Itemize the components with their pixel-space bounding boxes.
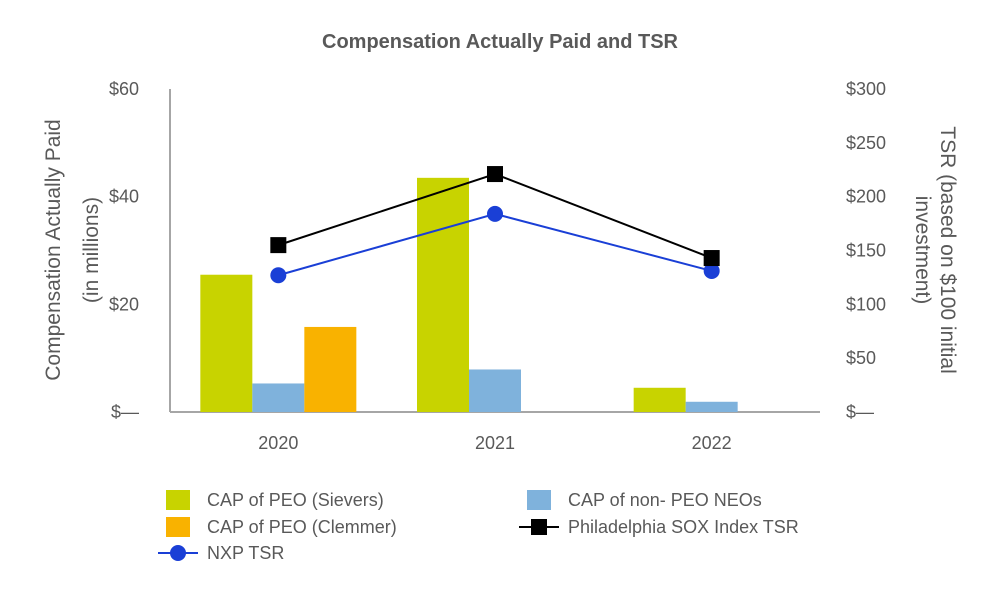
y2-tick-label: $100: [846, 294, 886, 314]
bar-cap-of-peo-clemmer--2020: [304, 326, 357, 412]
bar-cap-of-non-peo-neos-2022: [685, 401, 738, 412]
bar-cap-of-non-peo-neos-2020: [252, 383, 305, 412]
legend-swatch-cap-of-peo-clemmer-: [166, 517, 190, 537]
x-tick-labels: 2020 2021 2022: [258, 433, 731, 453]
y-tick-labels: $— $20 $40 $60: [109, 79, 139, 422]
point-nxp-tsr-2020: [270, 267, 287, 284]
legend-label-cap-of-peo-sievers-: CAP of PEO (Sievers): [207, 490, 384, 510]
legend-label-cap-of-peo-clemmer-: CAP of PEO (Clemmer): [207, 517, 397, 537]
x-tick-label-2020: 2020: [258, 433, 298, 453]
y2-axis-title: TSR (based on $100 initial investment): [911, 126, 959, 373]
legend-label-nxp-tsr: NXP TSR: [207, 543, 284, 563]
lines: [270, 166, 720, 284]
bar-cap-of-peo-sievers--2022: [633, 387, 686, 412]
legend-marker-nxp-tsr: [170, 545, 186, 561]
y-tick-label: $—: [111, 402, 139, 422]
y2-tick-label: $—: [846, 402, 874, 422]
point-nxp-tsr-2022: [703, 262, 720, 279]
y2-tick-label: $200: [846, 187, 886, 207]
point-philadelphia-sox-index-tsr-2020: [270, 237, 287, 254]
y-axis-title: Compensation Actually Paid (in millions): [42, 119, 103, 381]
legend-swatch-cap-of-non-peo-neos: [527, 490, 551, 510]
y2-tick-label: $50: [846, 348, 876, 368]
legend-label-philadelphia-sox-index-tsr: Philadelphia SOX Index TSR: [568, 517, 799, 537]
legend: CAP of PEO (Sievers) CAP of non- PEO NEOs…: [158, 490, 799, 563]
y-tick-label: $40: [109, 187, 139, 207]
x-tick-label-2021: 2021: [475, 433, 515, 453]
point-philadelphia-sox-index-tsr-2022: [703, 250, 720, 267]
y2-axis-title-line-2: investment): [911, 196, 934, 305]
y2-tick-labels: $— $50 $100 $150 $200 $250 $300: [846, 79, 886, 422]
x-tick-label-2022: 2022: [692, 433, 732, 453]
point-nxp-tsr-2021: [487, 205, 503, 222]
bars: [200, 177, 738, 412]
y-tick-label: $20: [109, 294, 139, 314]
legend-marker-philadelphia-sox-index-tsr: [531, 519, 547, 535]
point-philadelphia-sox-index-tsr-2021: [487, 166, 503, 183]
y-tick-label: $60: [109, 79, 139, 99]
y2-axis-title-line-1: TSR (based on $100 initial: [936, 126, 959, 373]
bar-cap-of-peo-sievers--2020: [200, 274, 253, 412]
y-axis-title-line-1: Compensation Actually Paid: [42, 119, 65, 381]
y2-tick-label: $300: [846, 79, 886, 99]
y2-tick-label: $250: [846, 133, 886, 153]
legend-swatch-cap-of-peo-sievers-: [166, 490, 190, 510]
bar-cap-of-peo-sievers--2021: [417, 177, 469, 412]
bar-cap-of-non-peo-neos-2021: [469, 369, 521, 412]
legend-label-cap-of-non-peo-neos: CAP of non- PEO NEOs: [568, 490, 762, 510]
y-axis-title-line-2: (in millions): [80, 197, 103, 303]
y2-tick-label: $150: [846, 241, 886, 261]
axes: [169, 89, 820, 413]
chart-title: Compensation Actually Paid and TSR: [322, 31, 679, 53]
